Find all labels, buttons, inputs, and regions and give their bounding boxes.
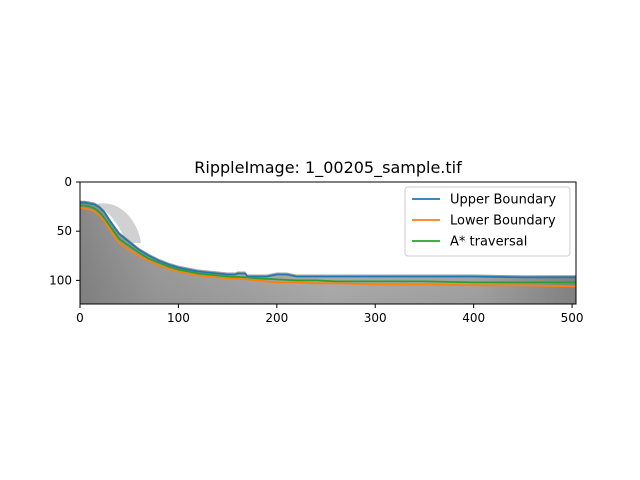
chart-title: RippleImage: 1_00205_sample.tif <box>194 158 462 178</box>
series-line-2 <box>80 206 576 288</box>
plot-frame <box>79 181 577 305</box>
series-line-3 <box>80 204 576 284</box>
legend-label: A* traversal <box>450 235 527 250</box>
legend-box <box>404 186 571 257</box>
image-smudge-region <box>97 203 142 243</box>
legend: Upper Boundary Lower Boundary A* traversal <box>404 186 571 257</box>
y-tick-label: 0 <box>64 175 72 189</box>
y-axis: 0 50 100 <box>49 175 80 287</box>
y-tick-label: 50 <box>57 224 72 238</box>
legend-label: Upper Boundary <box>450 193 556 208</box>
x-tick-label: 300 <box>364 311 387 325</box>
series-layer <box>80 201 576 288</box>
image-shade-region <box>80 200 576 304</box>
x-tick-label: 0 <box>76 311 84 325</box>
x-tick-label: 400 <box>462 311 485 325</box>
x-tick-label: 200 <box>265 311 288 325</box>
x-tick-label: 100 <box>167 311 190 325</box>
legend-label: Lower Boundary <box>450 214 556 229</box>
x-axis: 0 100 200 300 400 500 <box>76 304 584 325</box>
x-tick-label: 500 <box>561 311 584 325</box>
y-tick-label: 100 <box>49 273 72 287</box>
series-line-1 <box>80 201 576 279</box>
